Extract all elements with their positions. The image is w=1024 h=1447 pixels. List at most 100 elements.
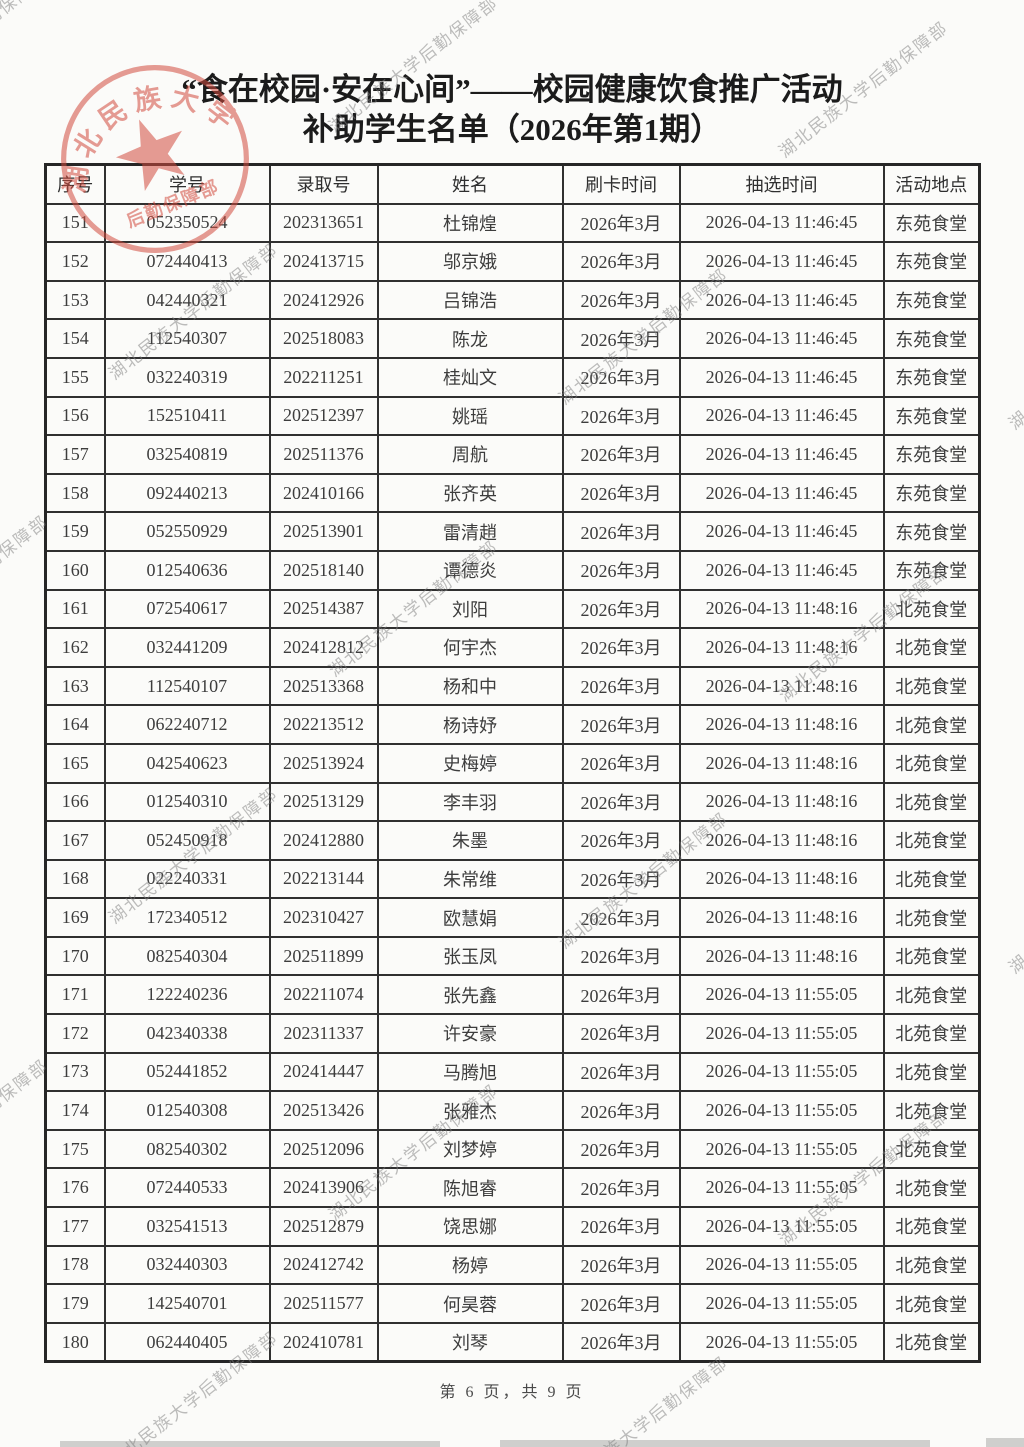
table-row: 154 112540307 202518083 陈龙 2026年3月 2026-04-13…	[44, 318, 981, 359]
title-line-2: 补助学生名单（2026年第1期）	[302, 111, 722, 147]
table-cell: 202518140	[268, 549, 379, 591]
table-cell: 东苑食堂	[882, 511, 981, 552]
table-cell: 北苑食堂	[882, 627, 981, 668]
table-cell: 东苑食堂	[882, 395, 981, 437]
table-cell: 202410781	[268, 1321, 379, 1363]
table-cell: 202514387	[268, 588, 379, 630]
table-cell: 202513901	[268, 511, 379, 552]
table-cell: 2026-04-13 11:46:45	[678, 202, 885, 244]
table-cell: 2026-04-13 11:55:05	[678, 1090, 885, 1131]
table-cell: 052550929	[103, 511, 271, 552]
table-cell: 072440413	[103, 241, 271, 282]
column-header: 序号	[44, 163, 106, 205]
table-cell: 142540701	[103, 1283, 271, 1324]
table-cell: 2026年3月	[561, 1167, 681, 1209]
table-cell: 202412880	[268, 820, 379, 861]
table-cell: 2026年3月	[561, 858, 681, 900]
table-cell: 170	[44, 935, 106, 977]
table-cell: 022240331	[103, 858, 271, 900]
table-cell: 032441209	[103, 627, 271, 668]
table-cell: 2026-04-13 11:48:16	[678, 704, 885, 745]
table-cell: 202311337	[268, 1013, 379, 1054]
table-cell: 072540617	[103, 588, 271, 630]
table-cell: 122240236	[103, 974, 271, 1016]
table-cell: 082540304	[103, 935, 271, 977]
table-cell: 202310427	[268, 897, 379, 938]
table-cell: 北苑食堂	[882, 1090, 981, 1131]
table-cell: 202513924	[268, 742, 379, 784]
table-cell: 北苑食堂	[882, 665, 981, 707]
table-cell: 2026年3月	[561, 318, 681, 359]
table-cell: 202413715	[268, 241, 379, 282]
table-cell: 164	[44, 704, 106, 745]
table-cell: 042340338	[103, 1013, 271, 1054]
table-cell: 杨和中	[376, 665, 564, 707]
table-cell: 151	[44, 202, 106, 244]
table-cell: 2026-04-13 11:55:05	[678, 1283, 885, 1324]
table-cell: 北苑食堂	[882, 1167, 981, 1209]
table-cell: 2026年3月	[561, 1128, 681, 1170]
table-row: 169 172340512 202310427 欧慧娟 2026年3月 2026-04-1…	[44, 897, 981, 938]
table-cell: 北苑食堂	[882, 1206, 981, 1247]
table-row: 172 042340338 202311337 许安豪 2026年3月 2026-04-1…	[44, 1013, 981, 1054]
table-cell: 166	[44, 781, 106, 823]
scan-artifact-strip	[500, 1440, 930, 1447]
table-cell: 何宇杰	[376, 627, 564, 668]
table-cell: 北苑食堂	[882, 1013, 981, 1054]
table-cell: 158	[44, 472, 106, 514]
table-cell: 202213512	[268, 704, 379, 745]
table-cell: 157	[44, 434, 106, 475]
table-cell: 169	[44, 897, 106, 938]
table-cell: 152510411	[103, 395, 271, 437]
table-cell: 202511899	[268, 935, 379, 977]
table-cell: 朱常维	[376, 858, 564, 900]
table-cell: 东苑食堂	[882, 202, 981, 244]
table-cell: 163	[44, 665, 106, 707]
table-cell: 062240712	[103, 704, 271, 745]
table-cell: 202412812	[268, 627, 379, 668]
table-cell: 2026年3月	[561, 472, 681, 514]
table-cell: 周航	[376, 434, 564, 475]
table-cell: 2026年3月	[561, 241, 681, 282]
table-cell: 刘梦婷	[376, 1128, 564, 1170]
table-cell: 2026年3月	[561, 897, 681, 938]
table-cell: 北苑食堂	[882, 1051, 981, 1093]
scan-artifact-strip	[986, 1438, 1024, 1447]
table-cell: 陈龙	[376, 318, 564, 359]
table-cell: 北苑食堂	[882, 1244, 981, 1286]
table-cell: 邬京娥	[376, 241, 564, 282]
table-cell: 2026-04-13 11:48:16	[678, 820, 885, 861]
table-header-row: 序号 学号 录取号 姓名 刷卡时间 抽选时间 活动地点	[44, 163, 981, 205]
table-cell: 雷清趙	[376, 511, 564, 552]
table-cell: 朱墨	[376, 820, 564, 861]
table-cell: 2026年3月	[561, 704, 681, 745]
table-cell: 张齐英	[376, 472, 564, 514]
table-cell: 202512096	[268, 1128, 379, 1170]
table-cell: 162	[44, 627, 106, 668]
table-cell: 桂灿文	[376, 356, 564, 398]
table-cell: 何昊蓉	[376, 1283, 564, 1324]
table-cell: 李丰羽	[376, 781, 564, 823]
table-cell: 172340512	[103, 897, 271, 938]
table-cell: 张雅杰	[376, 1090, 564, 1131]
table-cell: 杜锦煌	[376, 202, 564, 244]
table-cell: 032541513	[103, 1206, 271, 1247]
table-cell: 北苑食堂	[882, 781, 981, 823]
table-row: 178 032440303 202412742 杨婷 2026年3月 2026-04-13…	[44, 1244, 981, 1286]
table-cell: 北苑食堂	[882, 588, 981, 630]
table-row: 156 152510411 202512397 姚瑶 2026年3月 2026-04-13…	[44, 395, 981, 437]
table-cell: 张先鑫	[376, 974, 564, 1016]
column-header: 抽选时间	[678, 163, 885, 205]
table-cell: 许安豪	[376, 1013, 564, 1054]
table-cell: 2026年3月	[561, 395, 681, 437]
table-cell: 姚瑶	[376, 395, 564, 437]
table-row: 168 022240331 202213144 朱常维 2026年3月 2026-04-1…	[44, 858, 981, 900]
column-header: 活动地点	[882, 163, 981, 205]
table-cell: 2026-04-13 11:55:05	[678, 1128, 885, 1170]
table-row: 171 122240236 202211074 张先鑫 2026年3月 2026-04-1…	[44, 974, 981, 1016]
table-cell: 2026-04-13 11:55:05	[678, 1321, 885, 1363]
table-cell: 202518083	[268, 318, 379, 359]
table-cell: 165	[44, 742, 106, 784]
table-cell: 2026年3月	[561, 974, 681, 1016]
table-cell: 2026-04-13 11:46:45	[678, 511, 885, 552]
